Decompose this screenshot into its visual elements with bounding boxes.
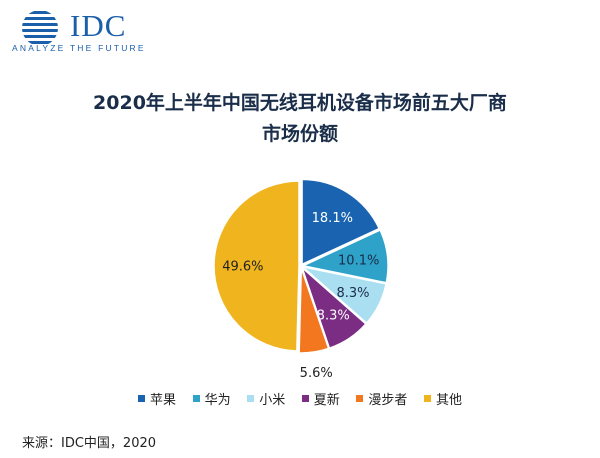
- pie-label-1: 10.1%: [338, 253, 379, 268]
- pie-slice-1: [300, 229, 389, 284]
- pie-slice-4: [298, 267, 330, 354]
- legend-swatch: [192, 395, 200, 402]
- legend-item-0: 苹果: [138, 389, 176, 408]
- legend-swatch: [138, 395, 145, 402]
- pie-label-3: 8.3%: [317, 308, 350, 323]
- legend-swatch: [247, 395, 255, 402]
- pie-label-2: 8.3%: [336, 286, 369, 301]
- chart-title: 2020年上半年中国无线耳机设备市场前五大厂商: [93, 92, 507, 114]
- legend-swatch: [356, 395, 364, 402]
- legend-swatch: [301, 395, 309, 402]
- pie-label-4: 5.6%: [300, 366, 333, 381]
- legend-label: 苹果: [150, 393, 177, 408]
- legend-label: 其他: [435, 393, 462, 408]
- brand-tagline: ANALYZE THE FUTURE: [12, 43, 146, 53]
- pie-slice-3: [300, 265, 367, 350]
- pie-label-5: 49.6%: [222, 259, 263, 274]
- legend-item-5: 其他: [423, 389, 462, 408]
- legend-label: 夏新: [313, 393, 340, 408]
- legend-item-2: 小米: [247, 389, 285, 408]
- legend-item-3: 夏新: [301, 389, 340, 408]
- legend-swatch: [423, 395, 431, 402]
- legend-label: 漫步者: [368, 393, 408, 408]
- pie-slice-2: [300, 265, 387, 325]
- legend-label: 华为: [204, 393, 231, 408]
- pie-slice-0: [301, 178, 381, 266]
- pie-label-0: 18.1%: [312, 211, 353, 226]
- legend-label: 小米: [259, 393, 286, 408]
- idc-logo: [12, 8, 162, 56]
- source-note: 来源：IDC中国，2020: [22, 436, 157, 451]
- brand-name: IDC: [70, 8, 127, 43]
- pie-slice-5: [213, 180, 300, 352]
- chart-subtitle: 市场份额: [261, 123, 338, 145]
- idc-globe-icon: [22, 11, 58, 44]
- legend-item-4: 漫步者: [356, 389, 407, 408]
- legend-item-1: 华为: [192, 389, 231, 408]
- chart-legend: 苹果 华为 小米 夏新 漫步者 其他: [138, 389, 462, 408]
